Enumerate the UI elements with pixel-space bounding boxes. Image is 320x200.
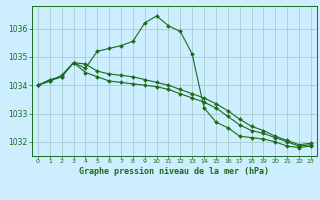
X-axis label: Graphe pression niveau de la mer (hPa): Graphe pression niveau de la mer (hPa) <box>79 167 269 176</box>
